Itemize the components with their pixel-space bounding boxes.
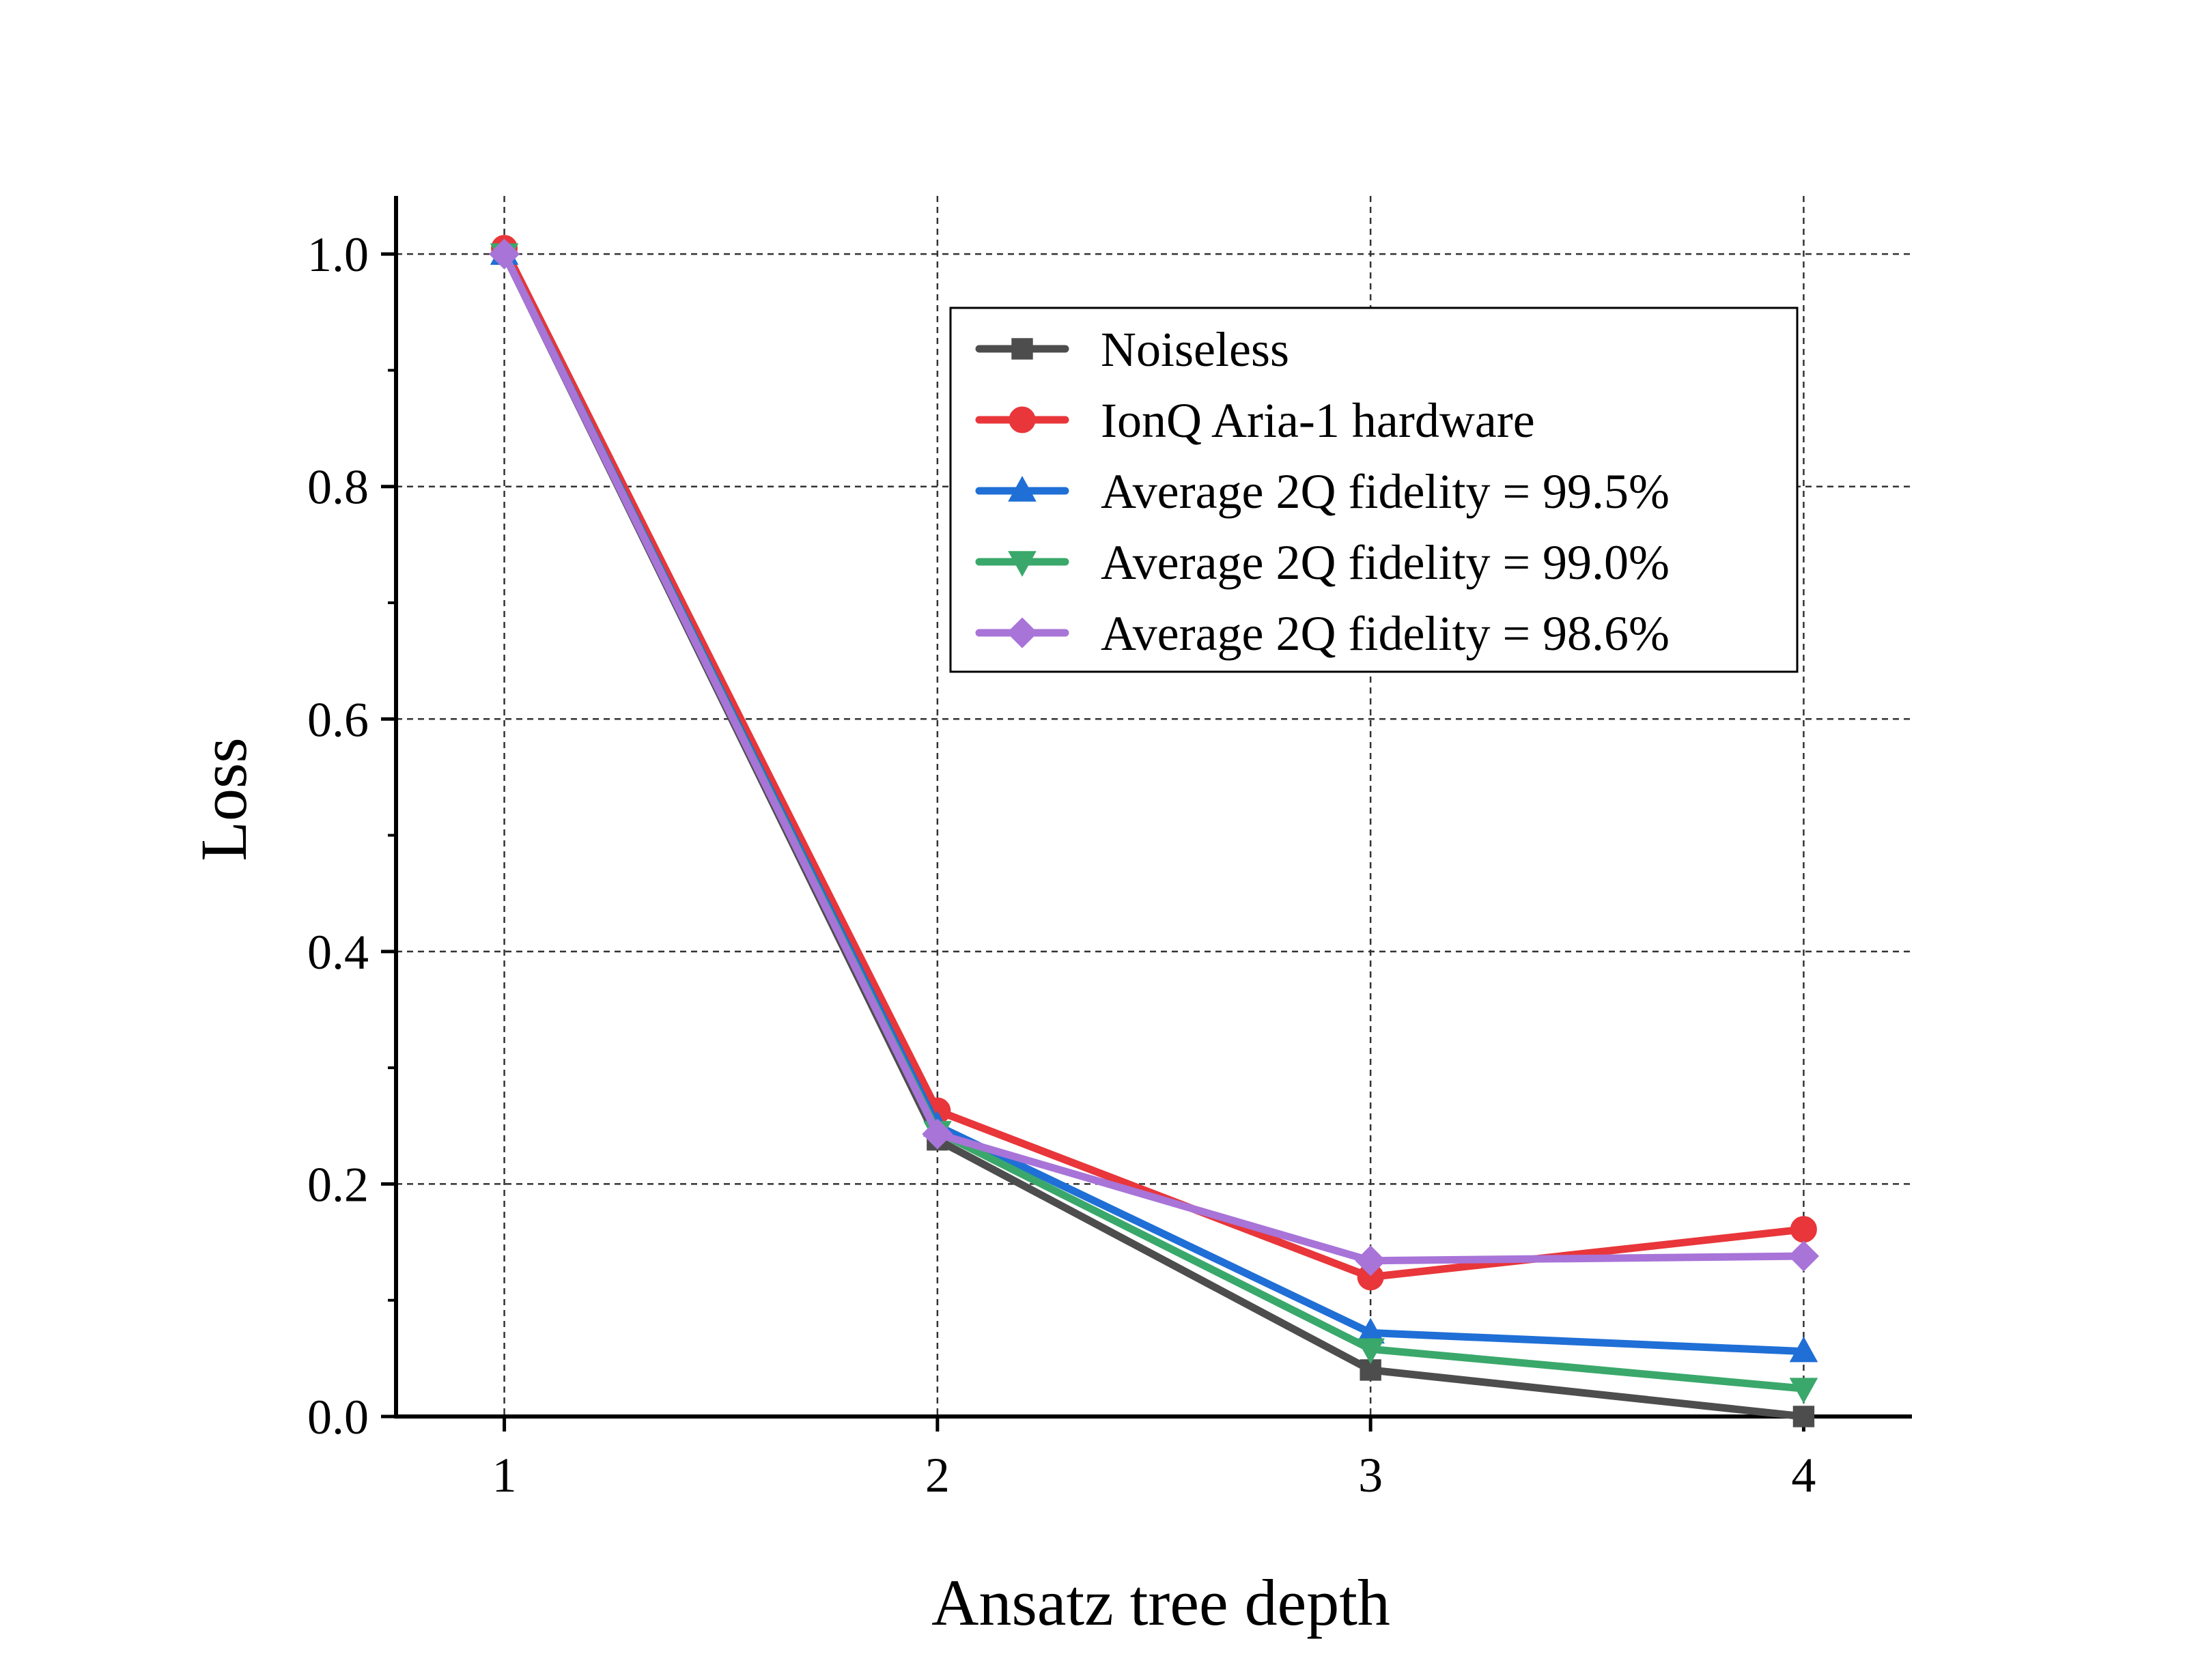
y-tick-label: 0.4 [307, 925, 369, 980]
data-series [489, 235, 1819, 1427]
y-axis-title: Loss [187, 737, 260, 861]
y-tick-label: 0.2 [307, 1157, 369, 1212]
triangle-down-marker [1356, 1338, 1385, 1365]
legend-item: Average 2Q fidelity = 99.0% [975, 535, 1670, 590]
x-axis-title: Ansatz tree depth [931, 1566, 1390, 1639]
legend-label: Average 2Q fidelity = 99.0% [1101, 535, 1670, 590]
square-marker [1011, 338, 1033, 360]
legend-item: Noiseless [975, 322, 1289, 377]
triangle-down-marker [1789, 1378, 1818, 1404]
y-tick-label: 0.6 [307, 692, 369, 747]
diamond-marker [1006, 617, 1038, 649]
diamond-marker [1788, 1240, 1819, 1272]
diamond-marker [1355, 1245, 1386, 1277]
x-tick-label: 2 [925, 1448, 950, 1503]
x-tick-label: 3 [1358, 1448, 1383, 1503]
square-marker [1792, 1406, 1815, 1427]
legend-label: Noiseless [1101, 322, 1289, 377]
legend-item: Average 2Q fidelity = 99.5% [975, 464, 1670, 519]
circle-marker [1009, 406, 1036, 433]
legend-label: Average 2Q fidelity = 98.6% [1101, 606, 1670, 661]
diamond-marker [489, 238, 520, 270]
axes: 0.0 0.2 0.4 0.6 0.8 1.0 1 2 3 4 [307, 196, 1912, 1503]
triangle-down-marker [1008, 551, 1037, 577]
y-tick-label: 1.0 [307, 227, 369, 282]
x-tick-label: 1 [492, 1448, 517, 1503]
circle-marker [1790, 1216, 1817, 1243]
legend: Noiseless IonQ Aria-1 hardware Average 2Q … [949, 307, 1799, 673]
legend-item: IonQ Aria-1 hardware [975, 393, 1535, 448]
legend-item: Average 2Q fidelity = 98.6% [975, 606, 1670, 661]
legend-label: IonQ Aria-1 hardware [1101, 393, 1535, 448]
y-tick-label: 0.8 [307, 460, 369, 515]
diamond-marker [922, 1118, 953, 1150]
legend-box [949, 307, 1799, 673]
series-line [501, 250, 1807, 1265]
legend-label: Average 2Q fidelity = 99.5% [1101, 464, 1670, 519]
y-tick-label: 0.0 [307, 1390, 369, 1444]
series-5 [489, 238, 1819, 1277]
triangle-up-marker [1789, 1336, 1818, 1363]
x-tick-label: 4 [1791, 1448, 1816, 1503]
triangle-up-marker [1008, 476, 1037, 502]
